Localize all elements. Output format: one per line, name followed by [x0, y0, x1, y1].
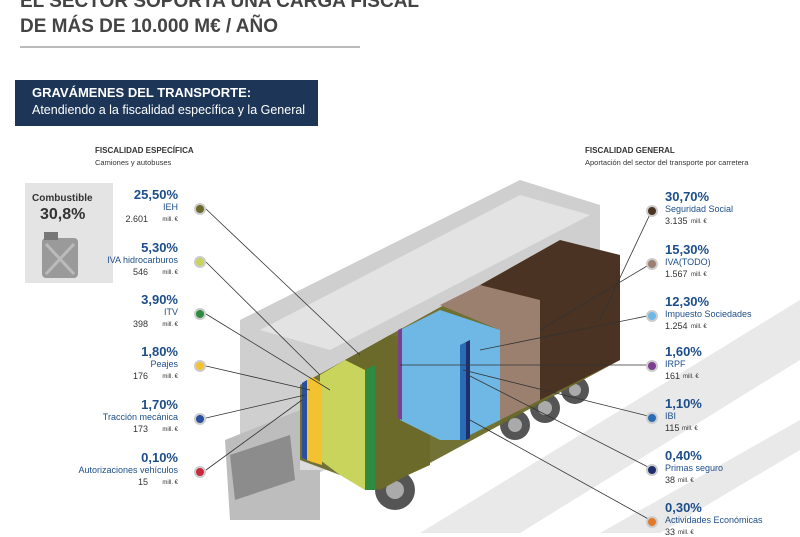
item-unit: mill. € [682, 426, 698, 432]
title-line: EL SECTOR SOPORTA UNA CARGA FISCAL [20, 0, 420, 12]
item-percent: 5,30% [141, 240, 178, 255]
item-unit: mill. € [691, 272, 707, 278]
item-dot [646, 258, 658, 270]
item-amount: 1.567 [665, 269, 688, 279]
truck [225, 180, 620, 520]
item-percent: 0,10% [141, 450, 178, 465]
item-name: Peajes [150, 359, 178, 369]
banner-subtitle: Atendiendo a la fiscalidad específica y … [32, 103, 306, 117]
item-percent: 1,10% [665, 396, 702, 411]
item-percent: 3,90% [141, 292, 178, 307]
leader-lines [205, 208, 653, 522]
item-name: Actividades Económicas [665, 515, 763, 525]
road [420, 300, 800, 533]
item-percent: 30,70% [665, 189, 710, 204]
item-percent: 15,30% [665, 242, 710, 257]
section-subheading: Aportación del sector del transporte por… [585, 158, 749, 167]
item-amount: 161 [665, 371, 681, 381]
item-dot [194, 413, 206, 425]
item-percent: 1,60% [665, 344, 702, 359]
item-name: Autorizaciones vehículos [78, 465, 178, 475]
item-dot [646, 205, 658, 217]
item-dot [194, 256, 206, 268]
divider [20, 46, 360, 48]
section-subheading: Camiones y autobuses [95, 158, 172, 167]
item-unit: mill. € [683, 374, 699, 380]
item-name: IEH [162, 202, 178, 212]
item-unit: mill. € [691, 324, 707, 330]
item-name: IRPF [665, 359, 686, 369]
banner-title: GRAVÁMENES DEL TRANSPORTE: [32, 85, 252, 100]
item-name: IVA hidrocarburos [107, 255, 178, 265]
item-dot [646, 464, 658, 476]
item-dot [646, 360, 658, 372]
item-dot [646, 516, 658, 528]
fuel-label: Combustible [32, 193, 93, 204]
item-amount: 115 [665, 423, 680, 433]
item-dot [194, 466, 206, 478]
item-percent: 12,30% [665, 294, 710, 309]
item-amount: 546 [132, 267, 148, 277]
item-unit: mill. € [162, 217, 178, 223]
item-percent: 1,70% [141, 397, 178, 412]
item-unit: mill. € [691, 219, 707, 225]
item-amount: 173 [132, 424, 148, 434]
item-unit: mill. € [678, 478, 694, 484]
item-percent: 0,40% [665, 448, 702, 463]
item-unit: mill. € [162, 270, 178, 276]
item-percent: 1,80% [141, 344, 178, 359]
item-dot [194, 203, 206, 215]
item-unit: mill. € [162, 480, 178, 486]
title-line: DE MÁS DE 10.000 M€ / AÑO [20, 16, 278, 37]
banner [15, 80, 318, 126]
section-heading: FISCALIDAD GENERAL [585, 146, 675, 155]
item-name: Tracción mecánica [102, 412, 178, 422]
item-unit: mill. € [162, 374, 178, 380]
item-unit: mill. € [162, 322, 178, 328]
item-name: Primas seguro [665, 463, 724, 473]
item-amount: 38 [665, 475, 676, 485]
item-amount: 2.601 [125, 214, 148, 224]
fuel-percent: 30,8% [40, 206, 86, 223]
item-amount: 176 [132, 371, 148, 381]
jerrycan-icon [42, 232, 78, 278]
item-name: IBI [665, 411, 677, 421]
item-amount: 3.135 [665, 216, 688, 226]
item-unit: mill. € [162, 427, 178, 433]
item-amount: 1.254 [665, 321, 688, 331]
item-percent: 25,50% [133, 187, 178, 202]
item-dot [646, 310, 658, 322]
item-percent: 0,30% [665, 500, 702, 515]
item-dot [646, 412, 658, 424]
item-name: ITV [163, 307, 178, 317]
item-amount: 15 [137, 477, 148, 487]
item-name: Seguridad Social [665, 204, 734, 214]
item-amount: 398 [132, 319, 148, 329]
item-unit: mill. € [678, 530, 694, 536]
section-heading: FISCALIDAD ESPECÍFICA [95, 146, 194, 155]
item-name: Impuesto Sociedades [665, 309, 752, 319]
item-name: IVA(TODO) [665, 257, 711, 267]
item-amount: 33 [665, 527, 676, 537]
item-dot [194, 308, 206, 320]
item-dot [194, 360, 206, 372]
